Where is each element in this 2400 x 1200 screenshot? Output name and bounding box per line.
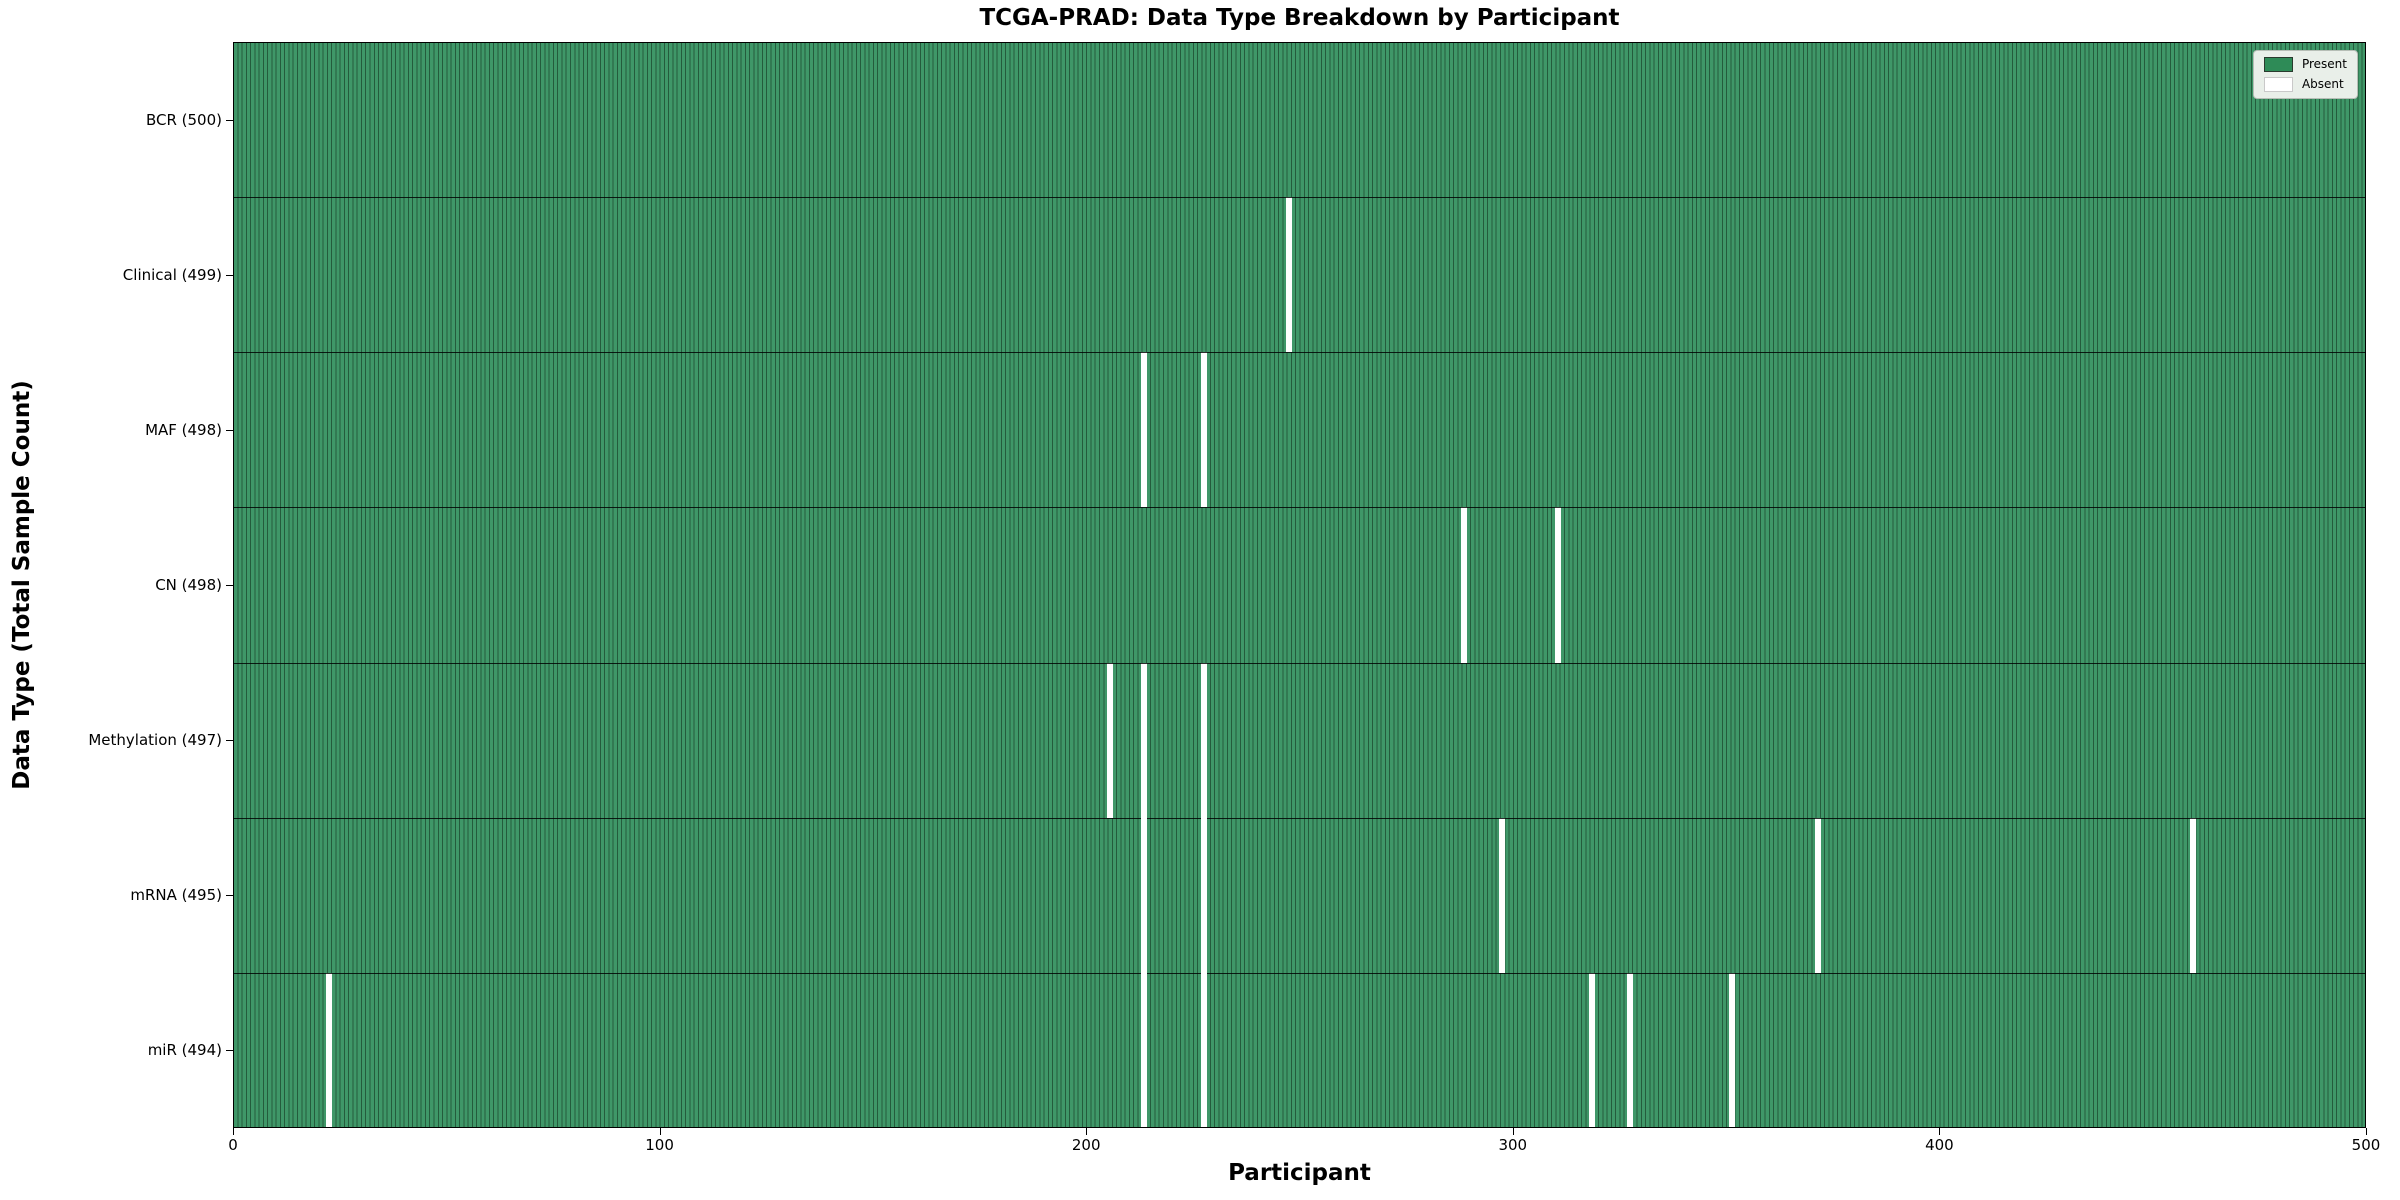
ytick-mark — [226, 119, 233, 121]
absent-mark-clinical-247 — [1285, 197, 1292, 353]
ytick-label-methylation: Methylation (497) — [88, 731, 222, 750]
data-row-cn — [233, 507, 2366, 663]
absent-mark-maf-227 — [1200, 352, 1207, 508]
ytick-mark — [226, 429, 233, 431]
row-divider — [233, 197, 2366, 199]
absent-mark-methylation-227 — [1200, 662, 1207, 818]
absent-mark-mir-327 — [1627, 972, 1634, 1128]
absent-mark-mrna-371 — [1814, 817, 1821, 973]
absent-mark-mrna-227 — [1200, 816, 1207, 973]
data-row-maf — [233, 352, 2366, 508]
absent-mark-mrna-459 — [2190, 817, 2197, 973]
data-row-clinical — [233, 197, 2366, 353]
ytick-label-maf: MAF (498) — [145, 420, 222, 439]
absent-mark-mir-227 — [1200, 971, 1207, 1128]
xtick-mark — [1939, 1128, 1941, 1135]
plot-area: Present Absent — [233, 42, 2366, 1128]
xtick-label-100: 100 — [645, 1136, 674, 1154]
data-row-mrna — [233, 817, 2366, 973]
ytick-mark — [226, 895, 233, 897]
xtick-label-0: 0 — [228, 1136, 238, 1154]
present-swatch — [2263, 57, 2293, 72]
xtick-mark — [233, 1128, 234, 1135]
legend-entry-absent: Absent — [2263, 77, 2347, 92]
ytick-mark — [226, 585, 233, 586]
row-divider — [233, 662, 2366, 664]
ytick-mark — [226, 274, 233, 276]
ytick-label-cn: CN (498) — [155, 576, 222, 594]
absent-mark-mir-318 — [1588, 972, 1595, 1128]
absent-swatch — [2263, 77, 2293, 92]
ytick-label-bcr: BCR (500) — [145, 110, 222, 129]
absent-mark-mrna-213 — [1140, 816, 1147, 973]
absent-mark-methylation-205 — [1106, 662, 1113, 818]
xtick-mark — [1512, 1128, 1514, 1135]
data-row-mir — [233, 972, 2366, 1128]
data-row-bcr — [233, 42, 2366, 198]
ytick-label-mir: miR (494) — [147, 1041, 222, 1060]
legend: Present Absent — [2252, 50, 2358, 99]
row-divider — [233, 352, 2366, 354]
absent-mark-mir-351 — [1729, 972, 1736, 1128]
chart-title: TCGA-PRAD: Data Type Breakdown by Partic… — [979, 5, 1620, 31]
data-row-methylation — [233, 662, 2366, 818]
absent-mark-cn-310 — [1554, 507, 1561, 663]
ytick-mark — [226, 1050, 233, 1052]
ytick-label-mrna: mRNA (495) — [130, 886, 222, 905]
ytick-label-clinical: Clinical (499) — [122, 265, 222, 284]
xtick-label-400: 400 — [1925, 1136, 1954, 1154]
x-axis-label: Participant — [1228, 1160, 1371, 1186]
legend-label-absent: Absent — [2301, 77, 2344, 91]
absent-mark-methylation-213 — [1140, 662, 1147, 818]
legend-label-present: Present — [2301, 57, 2347, 71]
row-divider — [233, 817, 2366, 819]
legend-entry-present: Present — [2263, 57, 2347, 72]
absent-mark-cn-288 — [1460, 507, 1467, 663]
row-divider — [233, 972, 2366, 974]
row-divider — [233, 507, 2366, 509]
absent-mark-maf-213 — [1140, 352, 1147, 508]
xtick-mark — [2366, 1128, 2367, 1135]
xtick-label-300: 300 — [1498, 1136, 1528, 1154]
xtick-label-500: 500 — [2351, 1136, 2381, 1154]
xtick-label-200: 200 — [1071, 1136, 1101, 1154]
xtick-mark — [1086, 1128, 1088, 1135]
absent-mark-mir-213 — [1140, 971, 1147, 1128]
ytick-mark — [226, 740, 233, 742]
absent-mark-mrna-297 — [1499, 817, 1506, 973]
xtick-mark — [659, 1128, 661, 1135]
absent-mark-mir-22 — [325, 972, 332, 1128]
